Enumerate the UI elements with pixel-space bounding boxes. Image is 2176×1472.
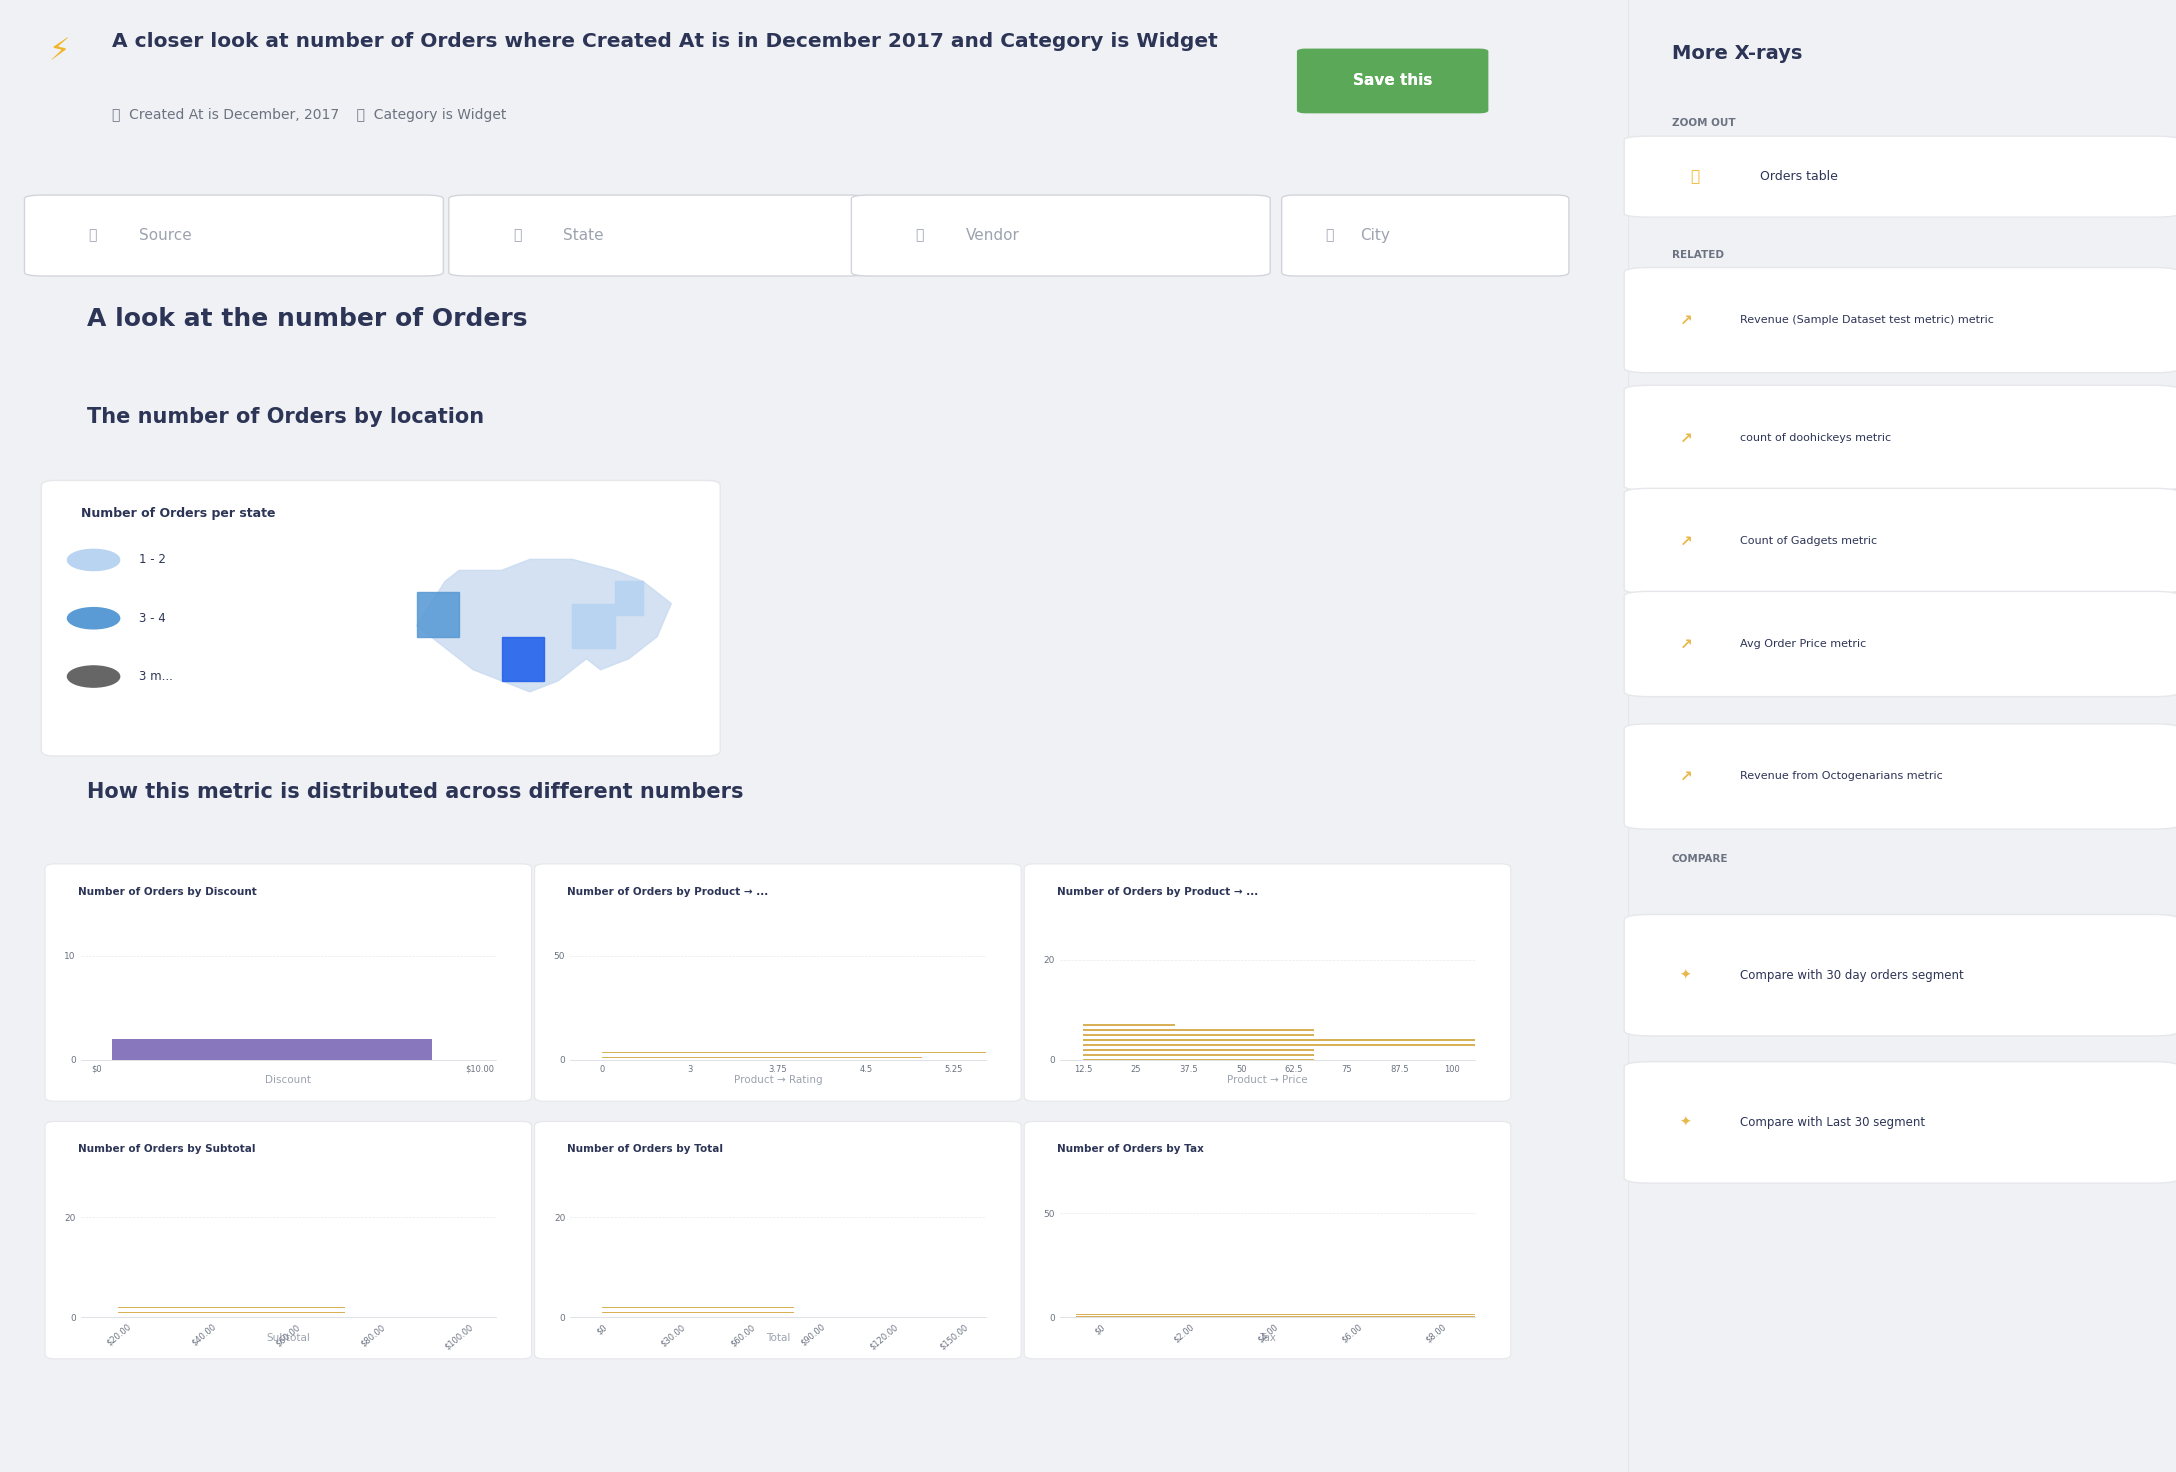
Text: Tax: Tax — [1260, 1332, 1275, 1342]
Text: How this metric is distributed across different numbers: How this metric is distributed across di… — [87, 782, 744, 802]
Text: count of doohickeys metric: count of doohickeys metric — [1741, 433, 1891, 443]
Text: 🔍: 🔍 — [1691, 169, 1699, 184]
FancyBboxPatch shape — [1623, 724, 2176, 829]
Text: ⚡: ⚡ — [48, 37, 70, 66]
Text: Compare with 30 day orders segment: Compare with 30 day orders segment — [1741, 969, 1965, 982]
Circle shape — [67, 608, 120, 629]
FancyBboxPatch shape — [1623, 268, 2176, 372]
Polygon shape — [572, 604, 616, 648]
Polygon shape — [418, 559, 670, 692]
Text: Count of Gadgets metric: Count of Gadgets metric — [1741, 536, 1878, 546]
Bar — [1084, 1025, 1175, 1026]
Text: Number of Orders by Discount: Number of Orders by Discount — [78, 886, 257, 896]
FancyBboxPatch shape — [1297, 49, 1488, 113]
Polygon shape — [418, 593, 459, 636]
Text: Subtotal: Subtotal — [265, 1332, 311, 1342]
Text: Product → Rating: Product → Rating — [733, 1075, 823, 1085]
Polygon shape — [500, 636, 544, 680]
Text: Number of Orders by Tax: Number of Orders by Tax — [1058, 1144, 1203, 1154]
Text: Save this: Save this — [1353, 74, 1432, 88]
Bar — [1084, 1054, 1314, 1055]
Text: 3 - 4: 3 - 4 — [139, 612, 165, 624]
Polygon shape — [616, 581, 644, 615]
Text: Avg Order Price metric: Avg Order Price metric — [1741, 639, 1867, 649]
Text: COMPARE: COMPARE — [1671, 854, 1728, 864]
FancyBboxPatch shape — [1623, 135, 2176, 218]
FancyBboxPatch shape — [24, 194, 444, 277]
Text: Compare with Last 30 segment: Compare with Last 30 segment — [1741, 1116, 1926, 1129]
Text: ↗: ↗ — [1680, 430, 1693, 446]
FancyBboxPatch shape — [46, 864, 531, 1101]
FancyBboxPatch shape — [448, 194, 868, 277]
Bar — [1084, 1039, 2006, 1041]
Text: Source: Source — [139, 228, 191, 243]
Text: Number of Orders by Total: Number of Orders by Total — [568, 1144, 722, 1154]
Text: Number of Orders per state: Number of Orders per state — [81, 506, 274, 520]
FancyBboxPatch shape — [1623, 1061, 2176, 1183]
Text: More X-rays: More X-rays — [1671, 44, 1802, 63]
Bar — [113, 1039, 433, 1080]
Text: ZOOM OUT: ZOOM OUT — [1671, 118, 1734, 128]
Text: City: City — [1360, 228, 1390, 243]
FancyBboxPatch shape — [1025, 1122, 1510, 1359]
Bar — [603, 1307, 794, 1309]
Text: ↗: ↗ — [1680, 636, 1693, 652]
Bar — [1084, 1033, 1314, 1036]
FancyBboxPatch shape — [851, 194, 1271, 277]
Bar — [1084, 1044, 2006, 1045]
Text: 🏷️: 🏷️ — [916, 228, 925, 243]
FancyBboxPatch shape — [1623, 489, 2176, 593]
Text: 🏷️: 🏷️ — [89, 228, 98, 243]
Text: Total: Total — [766, 1332, 790, 1342]
Text: A closer look at number of Orders where Created At is in December 2017 and Categ: A closer look at number of Orders where … — [111, 32, 1219, 50]
Text: Discount: Discount — [265, 1075, 311, 1085]
Bar — [603, 1316, 794, 1319]
FancyBboxPatch shape — [41, 480, 720, 757]
Text: Number of Orders by Product → ...: Number of Orders by Product → ... — [568, 886, 768, 896]
Text: 🏷️: 🏷️ — [1325, 228, 1334, 243]
Bar — [118, 1316, 346, 1319]
Text: ✦: ✦ — [1680, 969, 1691, 982]
Text: The number of Orders by location: The number of Orders by location — [87, 406, 485, 427]
Text: Orders table: Orders table — [1760, 171, 1839, 183]
FancyBboxPatch shape — [1025, 864, 1510, 1101]
Text: ↗: ↗ — [1680, 768, 1693, 785]
Text: Number of Orders by Subtotal: Number of Orders by Subtotal — [78, 1144, 255, 1154]
Text: ↗: ↗ — [1680, 312, 1693, 328]
Bar — [118, 1307, 346, 1309]
Circle shape — [67, 665, 120, 687]
Text: State: State — [564, 228, 603, 243]
Text: ↗: ↗ — [1680, 533, 1693, 549]
Text: Product → Price: Product → Price — [1227, 1075, 1308, 1085]
Text: Number of Orders by Product → ...: Number of Orders by Product → ... — [1058, 886, 1258, 896]
Text: Revenue (Sample Dataset test metric) metric: Revenue (Sample Dataset test metric) met… — [1741, 315, 1993, 325]
FancyBboxPatch shape — [535, 864, 1021, 1101]
Text: Vendor: Vendor — [966, 228, 1021, 243]
Text: Save this: Save this — [1353, 74, 1432, 88]
FancyBboxPatch shape — [46, 1122, 531, 1359]
FancyBboxPatch shape — [1623, 914, 2176, 1036]
Bar — [1084, 1029, 1314, 1030]
Text: 📅  Created At is December, 2017    🏷️  Category is Widget: 📅 Created At is December, 2017 🏷️ Catego… — [111, 107, 507, 122]
Text: 📍: 📍 — [514, 228, 522, 243]
Text: 3 m...: 3 m... — [139, 670, 174, 683]
Text: 1 - 2: 1 - 2 — [139, 553, 165, 567]
FancyBboxPatch shape — [1623, 386, 2176, 490]
Text: RELATED: RELATED — [1671, 250, 1723, 261]
Bar — [1084, 1058, 1314, 1061]
Text: A look at the number of Orders: A look at the number of Orders — [87, 308, 527, 331]
FancyBboxPatch shape — [1623, 592, 2176, 696]
Bar — [118, 1312, 346, 1313]
FancyBboxPatch shape — [1282, 194, 1569, 277]
Text: Revenue from Octogenarians metric: Revenue from Octogenarians metric — [1741, 771, 1943, 782]
Bar — [1084, 1050, 1314, 1051]
Circle shape — [67, 549, 120, 571]
Bar — [603, 1312, 794, 1313]
Text: ✦: ✦ — [1680, 1116, 1691, 1129]
FancyBboxPatch shape — [535, 1122, 1021, 1359]
